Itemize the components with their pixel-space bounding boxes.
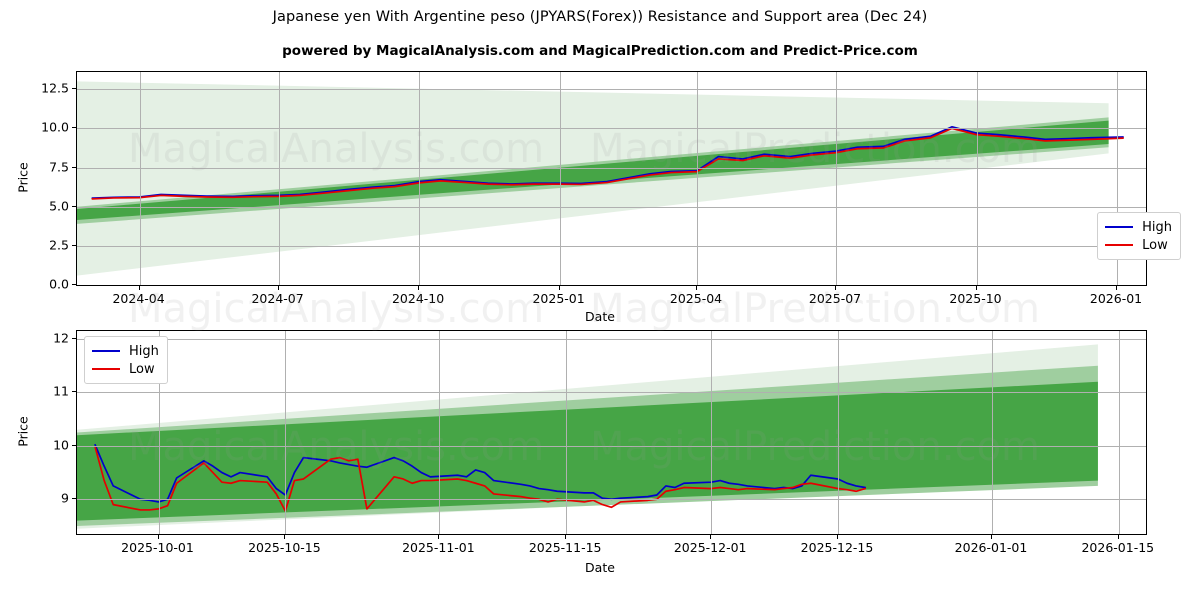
x-axis-tick-mark [976,286,977,290]
gridline-horizontal [77,339,1146,340]
x-axis-tick-label: 2024-04 [112,291,164,306]
x-axis-tick-label: 2025-10 [949,291,1001,306]
x-axis-tick-label: 2024-07 [251,291,303,306]
x-axis-tick-label: 2025-11-01 [402,540,475,555]
legend-label-high: High [1142,221,1172,234]
gridline-vertical [140,72,141,285]
overview-series-canvas [77,72,1147,286]
gridline-vertical [279,72,280,285]
x-axis-tick-mark [158,535,159,539]
x-axis-tick-mark [710,535,711,539]
x-axis-tick-label: 2024-10 [392,291,444,306]
gridline-vertical [439,331,440,534]
overview-x-axis: 2024-04 2024-07 2024-10 2025-01 2025-04 2025-… [0,286,1200,310]
gridline-vertical [560,72,561,285]
x-axis-tick-mark [837,535,838,539]
legend-entry-high: High [92,342,159,360]
gridline-vertical [711,331,712,534]
legend-line-high-icon [1105,226,1133,228]
x-axis-tick-label: 2026-01 [1090,291,1142,306]
x-axis-tick-mark [835,286,836,290]
x-axis-tick-mark [278,286,279,290]
gridline-vertical [1119,331,1120,534]
x-axis-tick-label: 2026-01-15 [1081,540,1154,555]
overview-legend: High Low [1097,212,1181,260]
gridline-vertical [977,72,978,285]
x-axis-tick-mark [418,286,419,290]
gridline-vertical [836,72,837,285]
gridline-vertical [838,331,839,534]
x-axis-tick-label: 2025-10-15 [248,540,321,555]
page-subtitle: powered by MagicalAnalysis.com and Magic… [0,43,1200,59]
legend-line-low-icon [1105,244,1133,246]
gridline-horizontal [77,392,1146,393]
gridline-horizontal [77,246,1146,247]
gridline-vertical [285,331,286,534]
x-axis-tick-label: 2025-11-15 [529,540,602,555]
x-axis-tick-mark [565,535,566,539]
gridline-vertical [419,72,420,285]
overview-plot-area [76,71,1147,286]
x-axis-tick-label: 2025-01 [532,291,584,306]
page-title: Japanese yen With Argentine peso (JPYARS… [0,9,1200,25]
overview-chart-panel: 0.02.55.07.510.012.5 2024-042024-072024-… [0,60,1200,318]
x-axis-tick-mark [559,286,560,290]
legend-line-high-icon [92,350,120,352]
detail-plot-area [76,330,1147,535]
gridline-vertical [992,331,993,534]
gridline-horizontal [77,128,1146,129]
x-axis-tick-mark [1116,286,1117,290]
gridline-horizontal [77,89,1146,90]
x-axis-tick-label: 2025-12-01 [674,540,747,555]
overview-y-axis-label: Price [16,154,31,200]
x-axis-tick-label: 2025-04 [670,291,722,306]
gridline-horizontal [77,499,1146,500]
legend-label-low: Low [1142,239,1168,252]
chart-page: Japanese yen With Argentine peso (JPYARS… [0,0,1200,600]
gridline-horizontal [77,285,1146,286]
y-axis-tick-label: 10.0 [41,120,76,135]
x-axis-tick-mark [696,286,697,290]
x-axis-tick-label: 2025-07 [809,291,861,306]
detail-legend: High Low [84,336,168,384]
legend-label-high: High [129,345,159,358]
gridline-horizontal [77,446,1146,447]
gridline-horizontal [77,168,1146,169]
detail-x-axis: 2025-10-01 2025-10-15 2025-11-01 2025-11-15… [0,535,1200,559]
legend-entry-low: Low [1105,236,1172,254]
legend-entry-low: Low [92,360,159,378]
x-axis-tick-mark [991,535,992,539]
x-axis-tick-label: 2025-12-15 [801,540,874,555]
gridline-horizontal [77,207,1146,208]
legend-line-low-icon [92,368,120,370]
detail-chart-panel: 9101112 2025-10-012025-10-152025-11-0120… [0,320,1200,600]
detail-series-canvas [77,331,1147,535]
x-axis-tick-mark [438,535,439,539]
x-axis-tick-mark [1118,535,1119,539]
gridline-vertical [566,331,567,534]
x-axis-tick-label: 2026-01-01 [955,540,1028,555]
x-axis-tick-label: 2025-10-01 [121,540,194,555]
detail-y-axis-label: Price [16,408,31,454]
x-axis-tick-mark [284,535,285,539]
gridline-vertical [697,72,698,285]
legend-entry-high: High [1105,218,1172,236]
legend-label-low: Low [129,363,155,376]
overview-y-axis: 0.02.55.07.510.012.5 [0,60,76,318]
x-axis-tick-mark [139,286,140,290]
y-axis-tick-label: 12.5 [41,81,76,96]
detail-x-axis-label: Date [0,560,1200,575]
